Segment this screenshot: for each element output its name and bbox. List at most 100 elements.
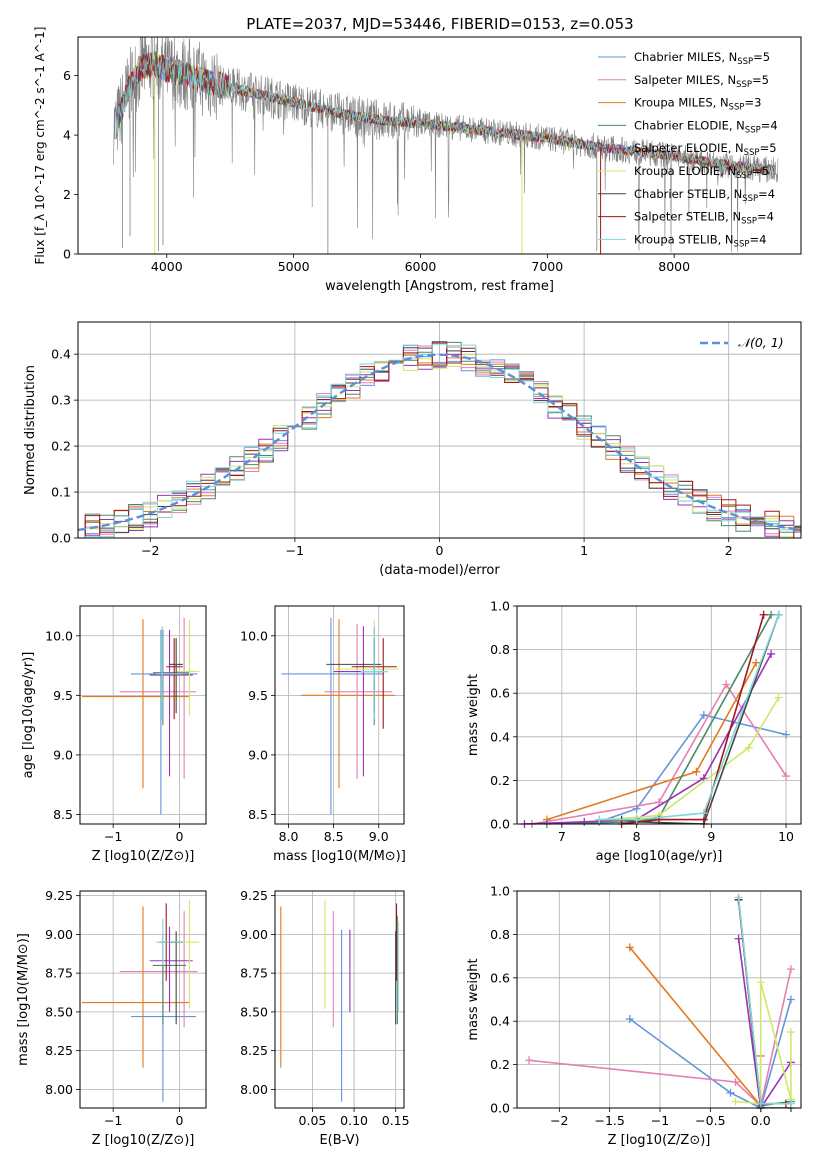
y-tick-label: 9.00 bbox=[240, 927, 268, 942]
axes-frame bbox=[79, 890, 207, 1109]
x-axis-label: (data-model)/error bbox=[379, 563, 500, 578]
legend-label-name: Salpeter STELIB, N bbox=[634, 210, 741, 224]
massweight-marker bbox=[782, 730, 791, 739]
y-tick-label: 0.3 bbox=[51, 393, 71, 408]
legend-label-name: Chabrier MILES, N bbox=[634, 50, 737, 64]
massweight-line bbox=[599, 614, 780, 821]
y-tick-label: 9.0 bbox=[53, 747, 73, 762]
massweight-marker bbox=[722, 680, 731, 689]
y-tick-label: 9.0 bbox=[248, 747, 268, 762]
legend-label-sub: SSP bbox=[741, 217, 757, 227]
massweight-marker bbox=[786, 1028, 795, 1037]
x-axis-label: Z [log10(Z/Z⊙)] bbox=[92, 1133, 195, 1148]
y-tick-label: 0.6 bbox=[490, 686, 510, 701]
residual-histogram-panel: −2 −1 0 1 2 0.0 0.1 0.2 0.3 0.4 (data-model)/error… bbox=[23, 321, 802, 578]
y-tick-label: 8.00 bbox=[240, 1082, 268, 1097]
y-tick-label: 8.25 bbox=[45, 1043, 73, 1058]
legend-label-sub: SSP bbox=[736, 171, 752, 181]
massweight-marker bbox=[595, 815, 604, 824]
legend-label-name: Kroupa ELODIE, N bbox=[634, 164, 736, 178]
y-axis-label: mass weight bbox=[466, 674, 481, 756]
y-axis-label: mass weight bbox=[466, 958, 481, 1040]
y-tick-label: 8.50 bbox=[45, 1004, 73, 1019]
legend-label-name: Chabrier ELODIE, N bbox=[634, 118, 745, 132]
legend-label: Kroupa ELODIE, NSSP=5 bbox=[634, 164, 769, 181]
massweight-marker bbox=[767, 610, 776, 619]
y-tick-label: 10.0 bbox=[240, 628, 268, 643]
x-tick-label: −2 bbox=[550, 1113, 568, 1128]
massweight-vs-metallicity-panel: −2 −1.5 −1 −0.5 0.0 0.0 0.2 0.4 0.6 0.8 1.0 Z [log1… bbox=[466, 884, 802, 1148]
age-vs-metallicity-panel: −1 0 8.5 9.0 9.5 10.0 Z [log10(Z/Z⊙)] age [log1… bbox=[21, 605, 207, 864]
y-tick-label: 0.2 bbox=[490, 1057, 510, 1072]
legend-label: Chabrier STELIB, NSSP=4 bbox=[634, 187, 775, 204]
x-tick-label: −1.5 bbox=[594, 1113, 624, 1128]
x-tick-label: 0.10 bbox=[340, 1113, 368, 1128]
x-axis-label: age [log10(age/yr)] bbox=[596, 849, 723, 864]
x-tick-label: −1 bbox=[104, 829, 122, 844]
x-axis-label: Z [log10(Z/Z⊙)] bbox=[92, 849, 195, 864]
massweight-marker bbox=[744, 743, 753, 752]
massweight-marker bbox=[632, 815, 641, 824]
x-tick-label: 7000 bbox=[531, 259, 563, 274]
x-tick-label: 0 bbox=[175, 1113, 183, 1128]
y-tick-label: 9.25 bbox=[240, 888, 268, 903]
massweight-line bbox=[737, 938, 792, 1108]
massweight-line bbox=[531, 714, 787, 824]
y-tick-label: 0.0 bbox=[51, 531, 71, 546]
x-axis-label: E(B-V) bbox=[319, 1133, 359, 1148]
massweight-marker bbox=[786, 1099, 795, 1108]
legend-label-sub: SSP bbox=[736, 80, 752, 90]
legend-label-sub: SSP bbox=[729, 103, 745, 113]
y-tick-label: 0.6 bbox=[490, 970, 510, 985]
massweight-line bbox=[621, 614, 765, 824]
massweight-line bbox=[529, 968, 792, 1108]
legend-label-count: =3 bbox=[744, 96, 761, 110]
y-tick-label: 8.75 bbox=[240, 966, 268, 981]
massweight-marker bbox=[625, 943, 634, 952]
x-tick-label: −1 bbox=[651, 1113, 669, 1128]
massweight-line bbox=[599, 697, 780, 821]
legend-label-name: Salpeter MILES, N bbox=[634, 73, 736, 87]
age-vs-mass-panel: 8.0 8.5 9.0 8.5 9.0 9.5 10.0 mass [log10(M/M⊙)] bbox=[240, 605, 406, 864]
massweight-marker bbox=[759, 610, 768, 619]
y-tick-label: 6 bbox=[63, 68, 71, 83]
axes-frame bbox=[516, 890, 802, 1109]
axes-frame bbox=[274, 605, 405, 825]
legend-label: Kroupa MILES, NSSP=3 bbox=[634, 96, 761, 113]
legend-label: Kroupa STELIB, NSSP=4 bbox=[634, 232, 766, 249]
x-tick-label: 9 bbox=[707, 829, 715, 844]
histogram-step-line bbox=[78, 342, 801, 538]
massweight-marker bbox=[731, 1097, 740, 1106]
massweight-marker bbox=[734, 893, 743, 902]
legend-label-count: =5 bbox=[753, 50, 770, 64]
massweight-marker bbox=[734, 934, 743, 943]
legend-label-count: =5 bbox=[752, 73, 769, 87]
legend-label-count: =5 bbox=[752, 164, 769, 178]
legend-label-sub: SSP bbox=[742, 194, 758, 204]
y-tick-label: 0.2 bbox=[51, 439, 71, 454]
massweight-marker bbox=[774, 693, 783, 702]
legend-label: Salpeter MILES, NSSP=5 bbox=[634, 73, 769, 90]
x-tick-label: −2 bbox=[141, 543, 159, 558]
x-tick-label: 1 bbox=[580, 543, 588, 558]
y-tick-label: 9.25 bbox=[45, 888, 73, 903]
x-axis-label: mass [log10(M/M⊙)] bbox=[273, 849, 406, 864]
legend-label: Chabrier ELODIE, NSSP=4 bbox=[634, 118, 778, 135]
axes-frame bbox=[274, 890, 405, 1109]
massweight-marker bbox=[767, 649, 776, 658]
histogram-step-line bbox=[78, 354, 801, 538]
massweight-marker bbox=[774, 610, 783, 619]
massweight-marker bbox=[692, 767, 701, 776]
massweight-line bbox=[629, 946, 762, 1108]
y-tick-label: 0.0 bbox=[490, 1101, 510, 1116]
y-tick-label: 8.5 bbox=[248, 807, 268, 822]
mass-vs-metallicity-panel: −1 0 8.00 8.25 8.50 8.75 9.00 9.25 Z [log10(Z/Z⊙… bbox=[16, 888, 207, 1148]
y-tick-label: 0.4 bbox=[490, 729, 510, 744]
x-tick-label: −1 bbox=[104, 1113, 122, 1128]
x-tick-label: 4000 bbox=[151, 259, 183, 274]
y-axis-label: age [log10(age/yr)] bbox=[21, 652, 36, 779]
x-tick-label: 0 bbox=[175, 829, 183, 844]
axes-frame bbox=[77, 36, 802, 255]
x-tick-label: 8.5 bbox=[324, 829, 344, 844]
legend-label-sub: SSP bbox=[737, 57, 753, 67]
